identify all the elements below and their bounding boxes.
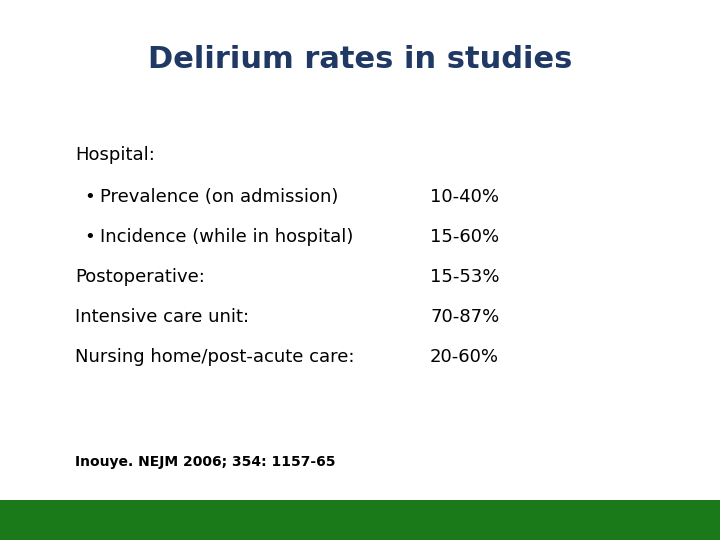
Text: •: • <box>84 228 95 246</box>
Text: Inouye. NEJM 2006; 354: 1157-65: Inouye. NEJM 2006; 354: 1157-65 <box>75 455 336 469</box>
Text: 70-87%: 70-87% <box>430 308 499 326</box>
Text: Postoperative:: Postoperative: <box>75 268 205 286</box>
Text: 15-53%: 15-53% <box>430 268 500 286</box>
Bar <box>0 500 720 540</box>
Text: 15-60%: 15-60% <box>430 228 499 246</box>
Text: Nursing home/post-acute care:: Nursing home/post-acute care: <box>75 348 354 366</box>
Text: 10-40%: 10-40% <box>430 188 499 206</box>
Text: •: • <box>84 188 95 206</box>
Text: Delirium rates in studies: Delirium rates in studies <box>148 45 572 75</box>
Text: 20-60%: 20-60% <box>430 348 499 366</box>
Text: Incidence (while in hospital): Incidence (while in hospital) <box>100 228 354 246</box>
Text: Prevalence (on admission): Prevalence (on admission) <box>100 188 338 206</box>
Text: Hospital:: Hospital: <box>75 146 155 164</box>
Text: Intensive care unit:: Intensive care unit: <box>75 308 249 326</box>
